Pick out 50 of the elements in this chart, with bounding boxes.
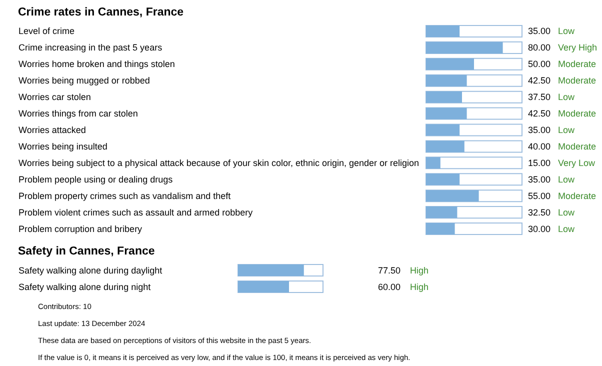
- text: Low: [558, 92, 576, 102]
- data-label: 35.00: [528, 174, 551, 184]
- y-tick-label: Safety walking alone during night: [18, 282, 152, 292]
- y-tick-label: Worries car stolen: [18, 92, 91, 102]
- y-tick-label: Level of crime: [18, 26, 75, 36]
- data-label: 60.00: [378, 282, 401, 292]
- data-label: 37.50: [528, 92, 551, 102]
- text: Very Low: [558, 158, 596, 168]
- text: Moderate: [558, 190, 596, 201]
- bar: [426, 157, 440, 169]
- data-label: 77.50: [378, 265, 401, 276]
- bar: [426, 223, 455, 235]
- text: Low: [558, 207, 576, 218]
- data-label: 42.50: [528, 108, 551, 119]
- text: Very High: [558, 42, 598, 53]
- text: Moderate: [558, 59, 596, 70]
- y-tick-label: Problem violent crimes such as assault and armed robbery: [18, 207, 254, 218]
- text: High: [410, 282, 429, 292]
- data-label: 55.00: [528, 190, 551, 201]
- text: Crime rates in Cannes, France: [18, 6, 184, 18]
- text: Low: [558, 125, 576, 135]
- text: Safety in Cannes, France: [18, 246, 155, 258]
- data-label: 50.00: [528, 59, 551, 70]
- text: Moderate: [558, 76, 596, 86]
- y-tick-label: Problem corruption and bribery: [18, 224, 143, 234]
- y-tick-label: Safety walking alone during daylight: [18, 265, 163, 276]
- y-tick-label: Problem property crimes such as vandalism and theft: [18, 190, 232, 201]
- y-tick-label: Crime increasing in the past 5 years: [18, 42, 163, 53]
- text: Moderate: [558, 141, 596, 152]
- text: High: [410, 265, 429, 276]
- data-label: 32.50: [528, 207, 551, 218]
- y-tick-label: Problem people using or dealing drugs: [18, 174, 174, 184]
- text: Low: [558, 224, 576, 234]
- data-label: 15.00: [528, 158, 551, 168]
- y-tick-label: Worries things from car stolen: [18, 108, 138, 119]
- y-tick-label: Worries being insulted: [18, 141, 108, 152]
- data-label: 40.00: [528, 141, 551, 152]
- text: Moderate: [558, 108, 596, 119]
- y-tick-label: Worries home broken and things stolen: [18, 59, 175, 70]
- y-tick-label: Worries being mugged or robbed: [18, 76, 150, 86]
- y-tick-label: Worries being subject to a physical attack because of your skin color, ethnic origin, gender or religion: [18, 158, 420, 168]
- data-label: 42.50: [528, 76, 551, 86]
- text: Low: [558, 26, 576, 36]
- data-label: 80.00: [528, 42, 551, 53]
- bar: [426, 206, 458, 218]
- data-label: 35.00: [528, 125, 551, 135]
- y-tick-label: Worries attacked: [18, 125, 86, 135]
- data-label: 30.00: [528, 224, 551, 234]
- data-label: 35.00: [528, 26, 551, 36]
- text: Low: [558, 174, 576, 184]
